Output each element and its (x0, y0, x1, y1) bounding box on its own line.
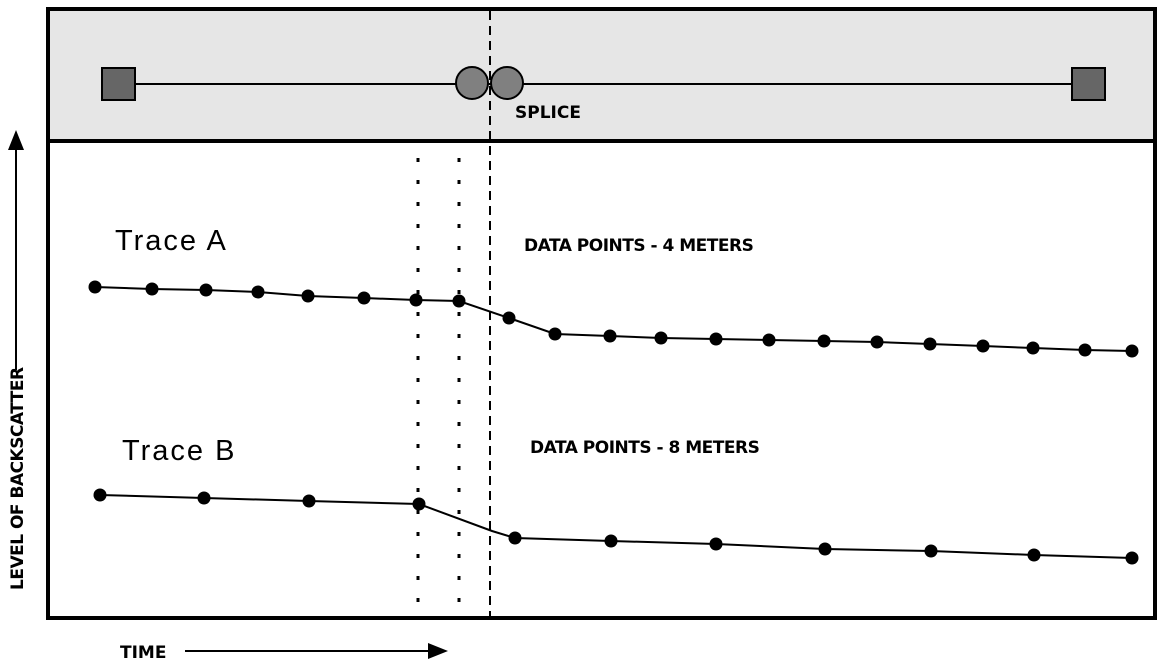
fiber-band (50, 11, 1153, 141)
right-connector-icon (1071, 67, 1106, 101)
trace-b-point (924, 544, 938, 558)
x-axis-label: TIME (120, 643, 166, 662)
trace-a-point (817, 334, 831, 348)
trace-a-point (88, 280, 102, 294)
trace-b-point (1027, 548, 1041, 562)
trace-b-point (302, 494, 316, 508)
trace-a-point (409, 293, 423, 307)
trace-a-point (1078, 343, 1092, 357)
trace-a-point (762, 333, 776, 347)
splice-right-circle-icon (490, 66, 524, 100)
trace-a-point (145, 282, 159, 296)
y-axis-arrow-head-icon (8, 130, 24, 150)
trace-a-point (603, 329, 617, 343)
trace-b-caption: DATA POINTS - 8 METERS (530, 438, 759, 458)
y-axis: LEVEL OF BACKSCATTER (8, 130, 28, 590)
trace-a-point (976, 339, 990, 353)
trace-b-point (412, 497, 426, 511)
trace-a-point (870, 335, 884, 349)
x-axis: TIME (120, 643, 448, 662)
trace-a-point (548, 327, 562, 341)
x-axis-arrow-head-icon (428, 643, 448, 659)
trace-a-point (452, 294, 466, 308)
trace-a-point (301, 289, 315, 303)
trace-b-point (604, 534, 618, 548)
fiber-panel: SPLICE (48, 11, 1155, 143)
trace-a-point (709, 332, 723, 346)
trace-b-point (93, 488, 107, 502)
trace-b-point (508, 531, 522, 545)
trace-b-point (1125, 551, 1139, 565)
trace-a-points (88, 280, 1139, 358)
trace-b: Trace B DATA POINTS - 8 METERS (93, 435, 1139, 565)
trace-a: Trace A DATA POINTS - 4 METERS (88, 225, 1139, 358)
trace-a-point (199, 283, 213, 297)
trace-b-point (197, 491, 211, 505)
trace-a-point (502, 311, 516, 325)
trace-a-point (357, 291, 371, 305)
trace-a-point (923, 337, 937, 351)
trace-b-points (93, 488, 1139, 565)
left-connector-icon (101, 67, 136, 101)
trace-b-name: Trace B (122, 435, 236, 467)
trace-b-point (818, 542, 832, 556)
splice-label: SPLICE (515, 103, 581, 123)
splice-left-circle-icon (455, 66, 489, 100)
trace-a-point (251, 285, 265, 299)
trace-a-point (654, 331, 668, 345)
y-axis-label: LEVEL OF BACKSCATTER (8, 367, 28, 590)
trace-b-line (99, 494, 1133, 559)
trace-a-name: Trace A (115, 225, 228, 257)
trace-a-caption: DATA POINTS - 4 METERS (524, 236, 753, 256)
trace-b-point (709, 537, 723, 551)
trace-a-point (1125, 344, 1139, 358)
trace-a-point (1026, 341, 1040, 355)
